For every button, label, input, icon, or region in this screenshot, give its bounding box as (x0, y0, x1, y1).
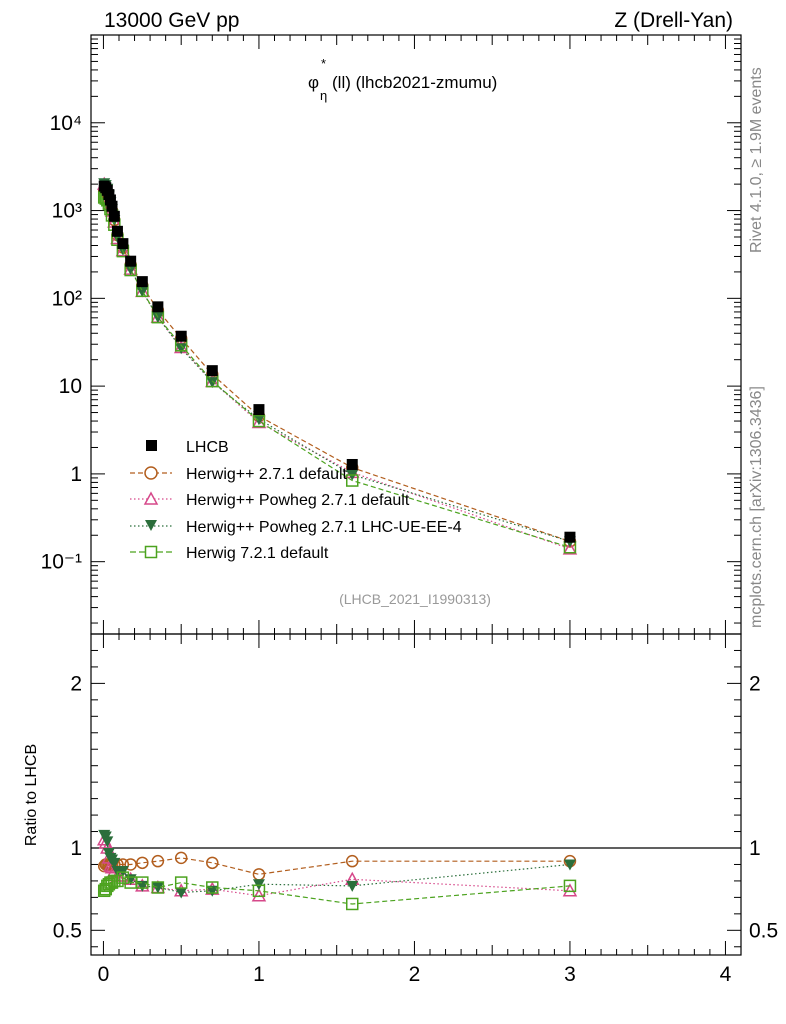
ratio-point-herwigpp (124, 858, 137, 871)
ratio-point-powheg-lhc (175, 887, 188, 899)
header-left-label: 13000 GeV pp (104, 9, 239, 32)
y-tick-label: 10⁻¹ (41, 551, 82, 574)
y-tick-label: 1 (70, 463, 82, 486)
data-point-powheg (115, 243, 131, 257)
legend-marker-powheg-lhc (145, 520, 157, 531)
data-point-powheg-lhc (124, 264, 137, 276)
data-point-data (125, 255, 137, 267)
data-point-powheg (562, 541, 578, 555)
data-point-data (111, 225, 123, 237)
data-point-data (206, 365, 218, 377)
ratio-point-herwigpp (174, 851, 188, 865)
ratio-tick-label: 0.5 (53, 919, 82, 942)
ratio-tick-label: 1 (70, 837, 82, 860)
legend-marker-powheg (143, 491, 159, 505)
data-point-data (104, 194, 116, 206)
ratio-tick-label-right: 0.5 (749, 919, 778, 942)
data-point-data (152, 301, 164, 313)
x-tick-label: 3 (564, 963, 576, 986)
ratio-point-powheg (251, 888, 267, 902)
main-panel-series (96, 176, 578, 555)
plot-title: φ * η (ll) (lhcb2021-zmumu) (308, 56, 497, 103)
ratio-axis-label: Ratio to LHCB (23, 744, 40, 846)
data-point-data (136, 276, 148, 288)
header-right-label: Z (Drell-Yan) (614, 9, 733, 32)
ratio-point-powheg (562, 883, 578, 897)
ratio-point-herwig7 (174, 876, 188, 889)
legend-item-powheg-lhc: Herwig++ Powheg 2.7.1 LHC-UE-EE-4 (130, 519, 462, 536)
data-point-data (108, 210, 120, 222)
plot-title-rest: (ll) (lhcb2021-zmumu) (332, 73, 497, 92)
legend-label-powheg-lhc: Herwig++ Powheg 2.7.1 LHC-UE-EE-4 (186, 519, 462, 536)
ratio-tick-label: 2 (70, 672, 82, 695)
data-point-data (564, 531, 576, 543)
legend-item-powheg: Herwig++ Powheg 2.7.1 default (130, 491, 410, 509)
x-tick-label: 4 (720, 963, 732, 986)
ratio-tick-label-right: 2 (749, 672, 761, 695)
data-point-herwig7 (252, 414, 266, 428)
ratio-point-herwigpp (136, 856, 149, 870)
ratio-panel-series (96, 829, 578, 911)
y-tick-label: 10³ (52, 200, 82, 223)
legend-marker-lhcb (146, 440, 157, 451)
data-point-powheg-lhc (252, 414, 265, 426)
legend-label-powheg: Herwig++ Powheg 2.7.1 default (186, 492, 410, 509)
data-point-data (175, 330, 187, 342)
rivet-version-label: Rivet 4.1.0, ≥ 1.9M events (748, 67, 765, 253)
x-tick-label: 2 (409, 963, 421, 986)
ratio-point-herwig7 (206, 881, 219, 894)
x-tick-label: 0 (98, 963, 110, 986)
analysis-watermark: (LHCB_2021_I1990313) (339, 591, 491, 607)
legend-label-herwigpp: Herwig++ 2.7.1 default (186, 466, 348, 483)
data-point-data (106, 200, 118, 212)
legend-label-lhcb: LHCB (186, 439, 229, 456)
ratio-point-powheg-lhc (101, 836, 114, 848)
ratio-line-herwig7 (103, 876, 570, 905)
data-point-data (346, 458, 358, 470)
ratio-point-herwig7 (252, 884, 266, 898)
ratio-point-powheg-lhc (346, 880, 359, 892)
legend-item-herwig7: Herwig 7.2.1 default (130, 545, 329, 562)
plot-title-sup: * (321, 56, 326, 71)
series-line-herwigpp (103, 189, 571, 542)
ratio-point-powheg-lhc (151, 882, 164, 894)
plot-title-sub: η (320, 88, 327, 103)
y-tick-label: 10⁴ (50, 112, 82, 135)
ratio-panel-axes: 0 1 2 3 4 0.5 0.5 1 1 2 2 (53, 633, 778, 986)
ratio-point-powheg-lhc (206, 885, 219, 897)
data-point-powheg (251, 414, 267, 429)
x-tick-label: 1 (253, 963, 265, 986)
ratio-point-herwigpp (206, 856, 219, 870)
legend-label-herwig7: Herwig 7.2.1 default (186, 545, 329, 562)
ratio-point-herwigpp (151, 854, 165, 868)
ratio-frame (90, 633, 742, 956)
ratio-point-herwig7 (345, 897, 359, 911)
ratio-point-herwig7 (563, 879, 577, 893)
legend-item-lhcb: LHCB (146, 439, 229, 456)
ratio-point-herwigpp (345, 854, 359, 868)
ratio-point-powheg-lhc (108, 857, 121, 869)
y-tick-label: 10² (52, 287, 82, 310)
plot-title-symbol: φ (308, 73, 319, 92)
data-point-data (253, 404, 265, 416)
mcplots-source-label: mcplots.cern.ch [arXiv:1306.3436] (748, 386, 765, 628)
data-point-powheg-lhc (136, 286, 149, 298)
legend-item-herwigpp: Herwig++ 2.7.1 default (130, 466, 348, 483)
legend-marker-herwig7 (144, 545, 158, 559)
data-point-herwig7 (345, 474, 359, 487)
legend-marker-herwigpp (144, 466, 158, 480)
data-point-powheg-lhc (175, 343, 188, 355)
legend: LHCB Herwig++ 2.7.1 default Herwig++ Pow… (130, 439, 462, 562)
y-tick-label: 10 (59, 375, 82, 398)
ratio-tick-label-right: 1 (749, 837, 761, 860)
ratio-point-powheg-lhc (563, 859, 576, 871)
ratio-point-herwig7 (136, 876, 149, 889)
data-point-data (117, 238, 129, 250)
data-point-powheg-lhc (206, 377, 219, 389)
series-line-herwig7 (103, 197, 571, 548)
series-line-powheg-lhc (103, 182, 571, 542)
ratio-point-herwig7 (151, 881, 165, 894)
main-panel-axes: 10⁻¹ 1 10 10² 10³ 10⁴ (41, 34, 742, 635)
